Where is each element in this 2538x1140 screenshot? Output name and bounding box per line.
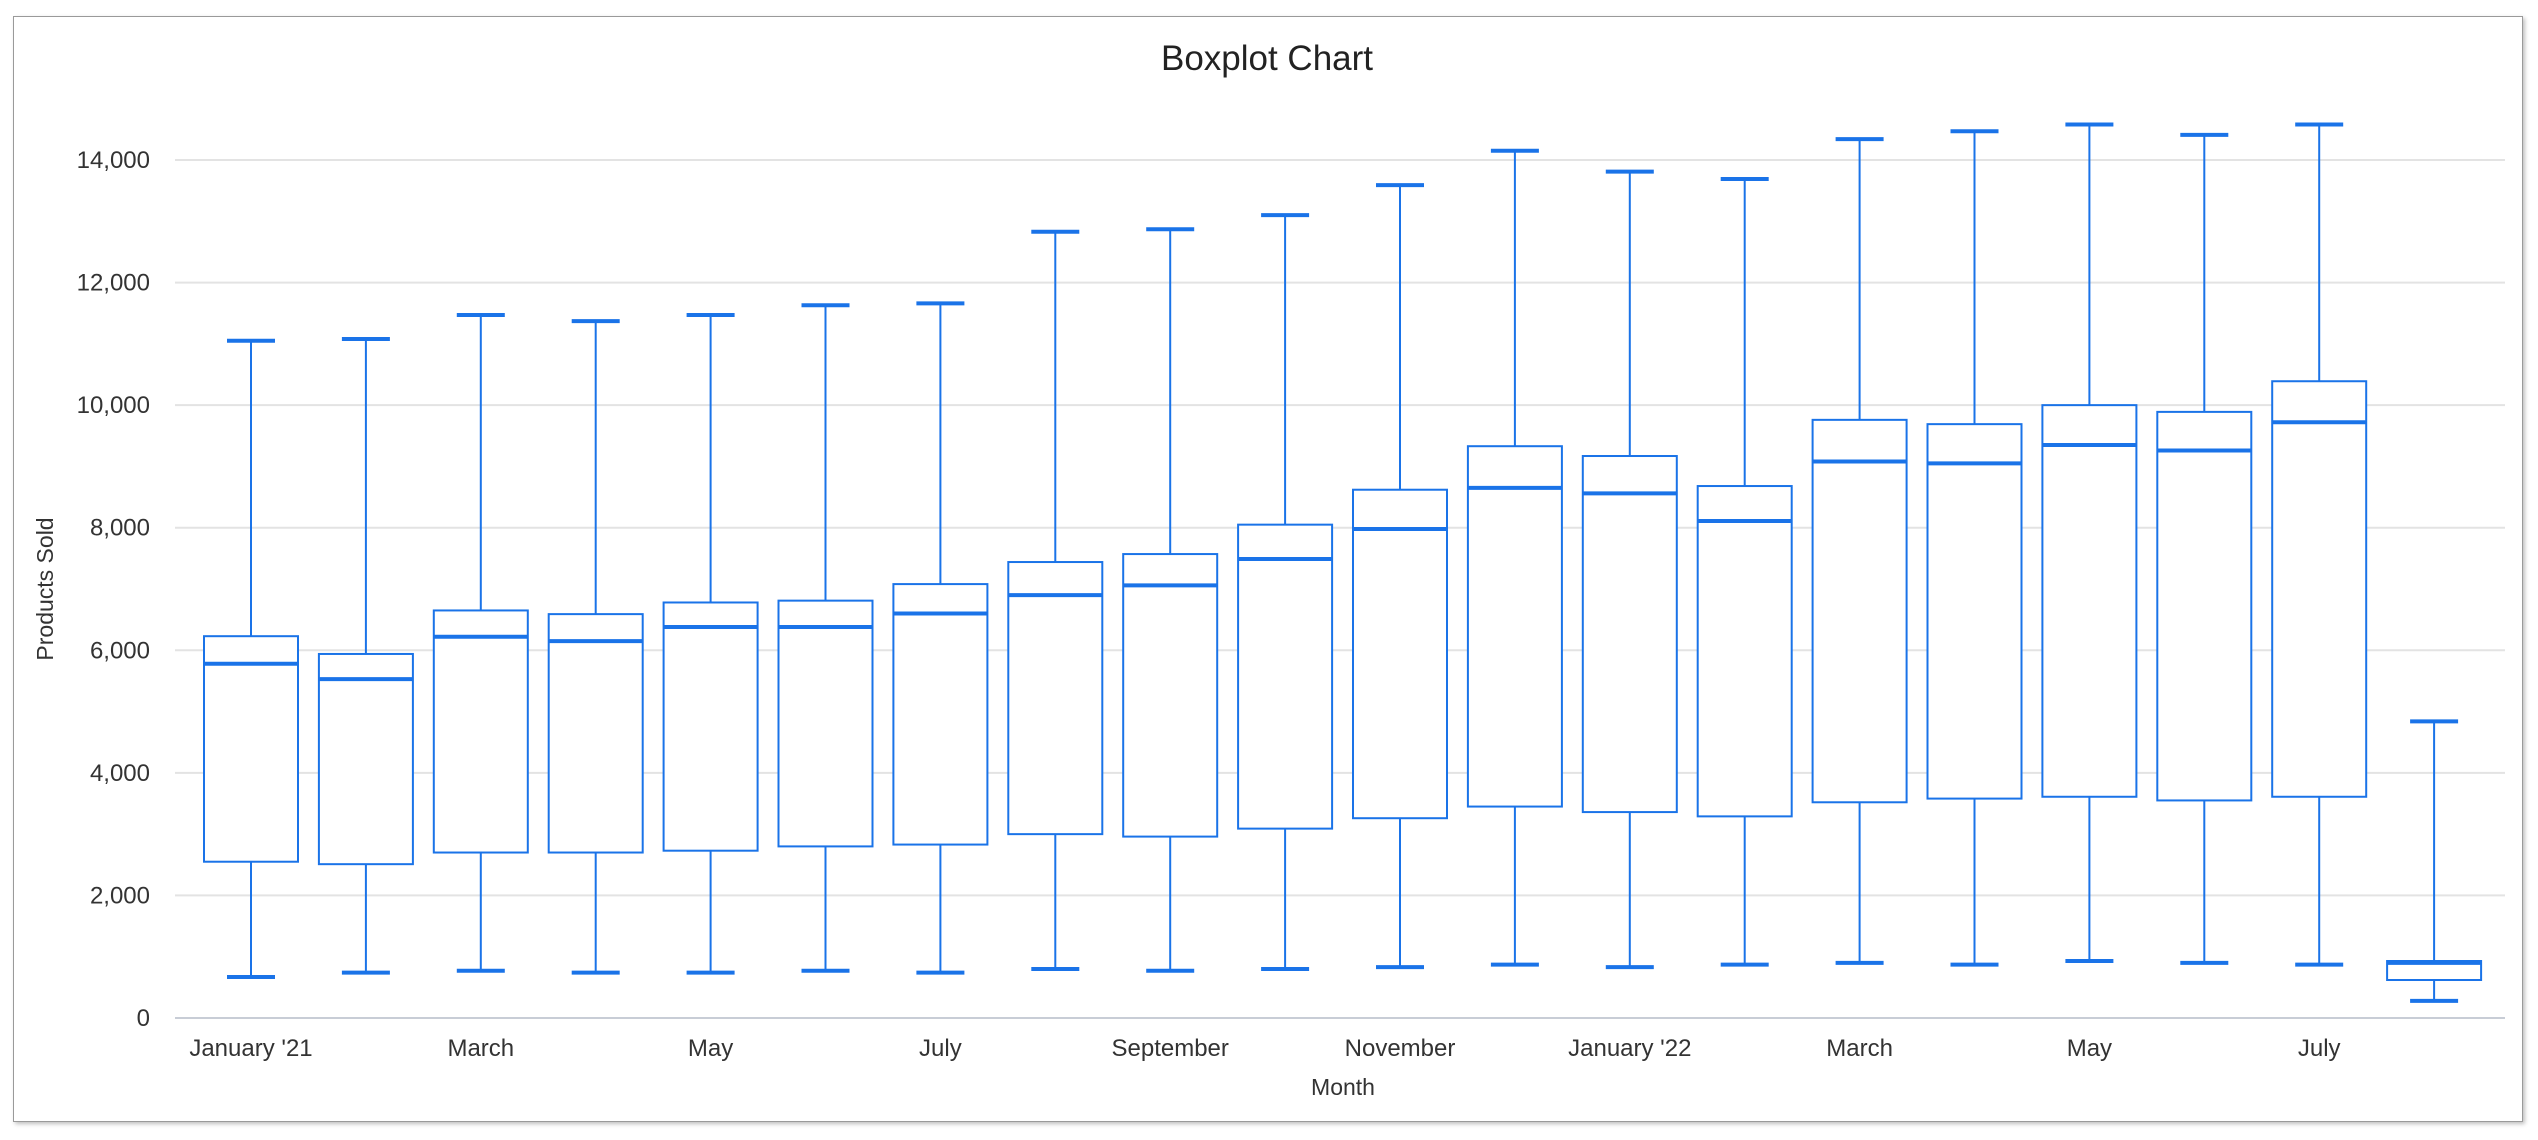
x-tick-label: May <box>2067 1035 2112 1062</box>
gridlines <box>175 159 2505 1019</box>
x-tick-label: July <box>919 1035 962 1062</box>
iqr-box <box>1466 445 1563 808</box>
iqr-box <box>892 583 989 846</box>
boxes <box>203 122 2483 1003</box>
iqr-box <box>2041 404 2138 798</box>
x-tick-label: January '22 <box>1568 1035 1691 1062</box>
iqr-box <box>203 635 299 863</box>
x-axis-label: Month <box>1311 1074 1375 1100</box>
iqr-box <box>662 601 759 852</box>
y-tick-label: 8,000 <box>90 515 150 542</box>
iqr-box <box>432 609 529 854</box>
iqr-box <box>1926 423 2023 800</box>
x-tick-label: July <box>2298 1035 2341 1062</box>
iqr-box <box>1696 485 1793 818</box>
y-axis-ticks: 0 2,000 4,000 6,000 8,000 10,000 12,000 14,000 <box>77 147 150 1032</box>
iqr-box <box>777 599 874 848</box>
iqr-box <box>1007 561 1104 836</box>
iqr-box <box>1237 523 1334 830</box>
iqr-box <box>2271 380 2368 798</box>
iqr-box <box>1811 418 1908 804</box>
iqr-box <box>1122 553 1219 838</box>
x-tick-label: March <box>447 1035 514 1062</box>
y-tick-label: 12,000 <box>77 270 150 297</box>
x-tick-label: November <box>1345 1035 1456 1062</box>
y-tick-label: 2,000 <box>90 882 150 909</box>
iqr-box <box>1352 488 1448 820</box>
y-tick-label: 0 <box>137 1005 150 1032</box>
x-tick-label: September <box>1111 1035 1228 1062</box>
y-tick-label: 4,000 <box>90 760 150 787</box>
y-tick-label: 10,000 <box>77 392 150 419</box>
y-axis-label: Products Sold <box>32 517 58 660</box>
y-tick-label: 6,000 <box>90 637 150 664</box>
iqr-box <box>547 613 644 854</box>
x-tick-label: January '21 <box>189 1035 312 1062</box>
x-axis-ticks: January '21 March May July September November… <box>189 1035 2340 1062</box>
iqr-box <box>317 652 414 866</box>
iqr-box <box>2156 410 2253 802</box>
iqr-box <box>1581 455 1678 814</box>
chart-title: Boxplot Chart <box>1161 39 1373 78</box>
x-tick-label: March <box>1826 1035 1893 1062</box>
x-tick-label: May <box>688 1035 733 1062</box>
y-tick-label: 14,000 <box>77 147 150 174</box>
